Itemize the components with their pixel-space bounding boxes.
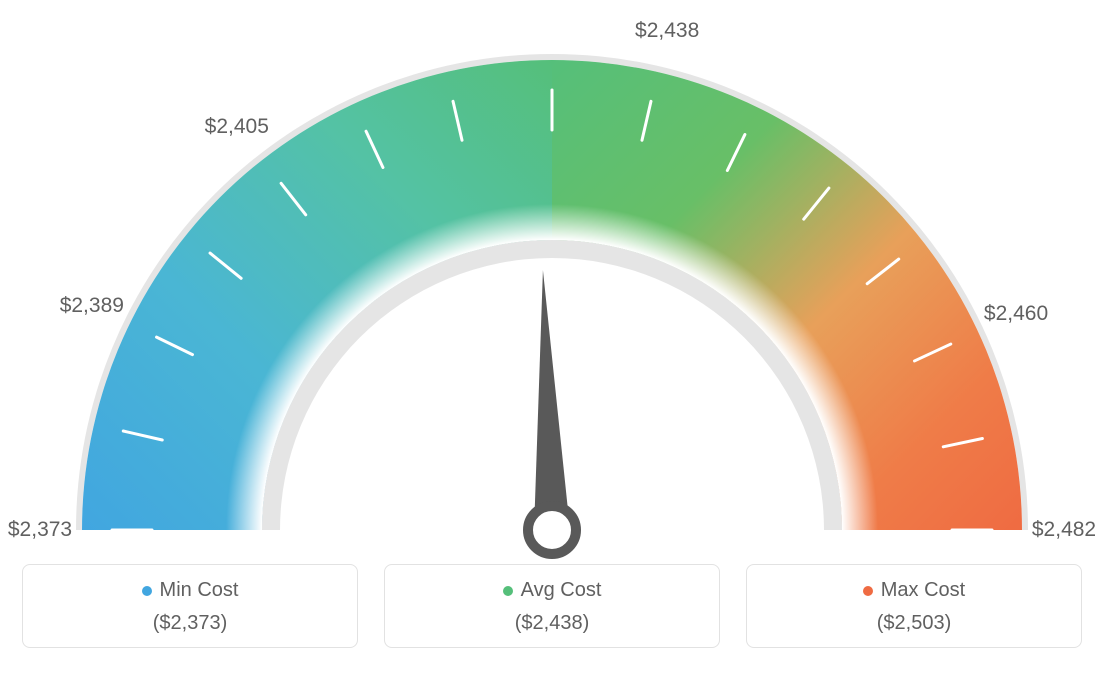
max-cost-title: Max Cost bbox=[863, 579, 965, 602]
gauge-tick-label: $2,482 bbox=[1032, 518, 1096, 542]
avg-dot-icon bbox=[503, 586, 513, 596]
avg-cost-card: Avg Cost ($2,438) bbox=[384, 564, 720, 648]
min-cost-card: Min Cost ($2,373) bbox=[22, 564, 358, 648]
gauge-tick-label: $2,405 bbox=[205, 115, 269, 139]
avg-cost-value: ($2,438) bbox=[515, 612, 590, 635]
gauge-svg bbox=[22, 20, 1082, 560]
min-dot-icon bbox=[142, 586, 152, 596]
min-cost-value: ($2,373) bbox=[153, 612, 228, 635]
gauge-tick-label: $2,438 bbox=[635, 19, 699, 43]
gauge-tick-label: $2,389 bbox=[60, 294, 124, 318]
max-cost-label: Max Cost bbox=[881, 579, 965, 602]
min-cost-title: Min Cost bbox=[142, 579, 239, 602]
avg-cost-title: Avg Cost bbox=[503, 579, 602, 602]
gauge-tick-label: $2,373 bbox=[8, 518, 72, 542]
gauge-tick-label: $2,460 bbox=[984, 302, 1048, 326]
avg-cost-label: Avg Cost bbox=[521, 579, 602, 602]
cost-gauge: $2,373$2,389$2,405$2,438$2,460$2,482 bbox=[22, 20, 1082, 560]
min-cost-label: Min Cost bbox=[160, 579, 239, 602]
cost-summary-cards: Min Cost ($2,373) Avg Cost ($2,438) Max … bbox=[22, 564, 1082, 648]
max-dot-icon bbox=[863, 586, 873, 596]
max-cost-card: Max Cost ($2,503) bbox=[746, 564, 1082, 648]
max-cost-value: ($2,503) bbox=[877, 612, 952, 635]
